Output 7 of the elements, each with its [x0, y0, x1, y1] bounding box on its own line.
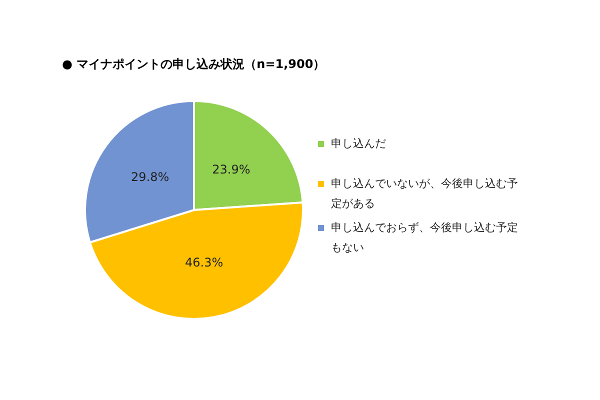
- data-label: 46.3%: [184, 256, 224, 270]
- legend-label: 申し込んでおらず、今後申し込む予定もない: [331, 221, 518, 254]
- legend-label: 申し込んでいないが、今後申し込む予定がある: [331, 177, 518, 210]
- data-label: 29.8%: [131, 170, 170, 184]
- chart-title: ● マイナポイントの申し込み状況（n=1,900）: [62, 56, 326, 73]
- data-label: 23.9%: [212, 162, 250, 176]
- legend-label: 申し込んだ: [331, 137, 386, 150]
